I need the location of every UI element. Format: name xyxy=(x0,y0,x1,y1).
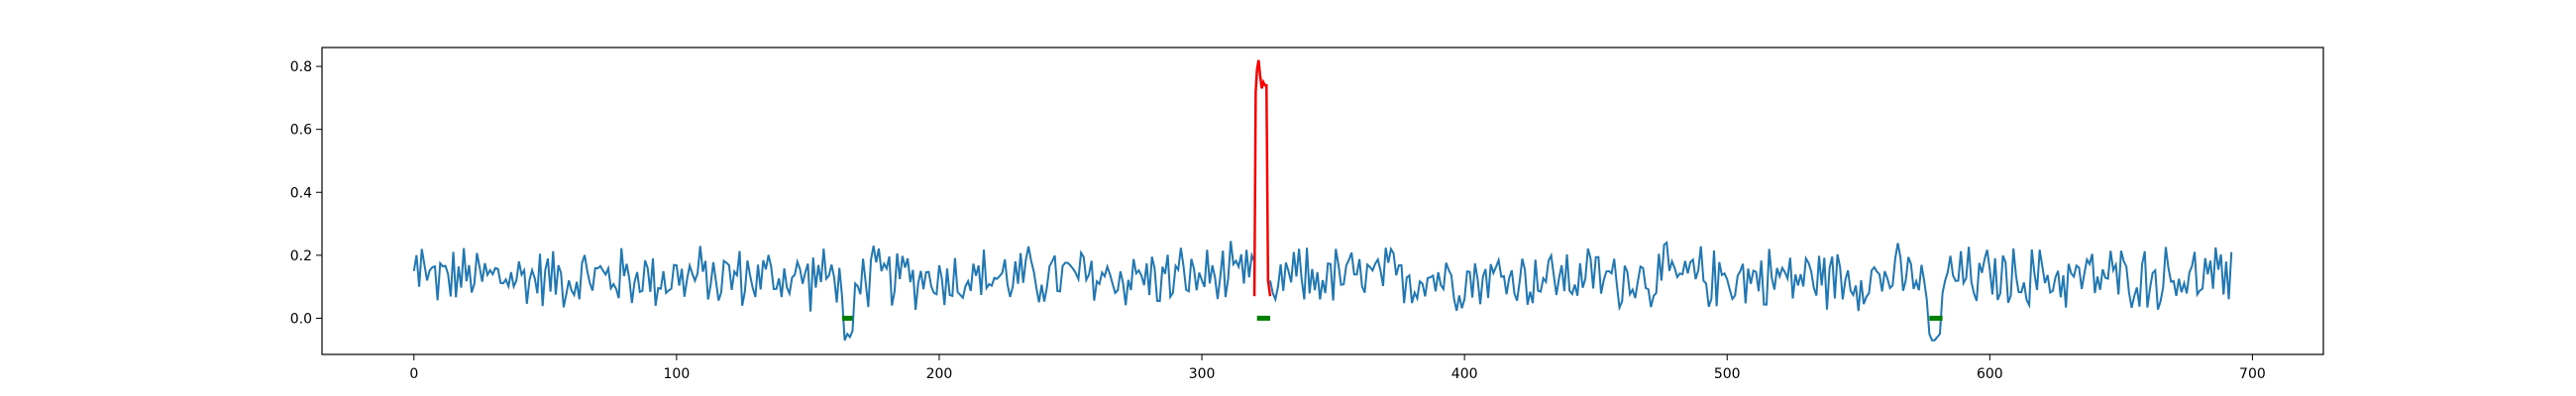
y-tick-label: 0.4 xyxy=(290,185,312,201)
x-axis: 0 100 200 300 400 500 600 700 xyxy=(409,354,2266,382)
series-red xyxy=(1252,59,1272,297)
x-tick-label: 0 xyxy=(409,366,418,382)
x-tick-label: 200 xyxy=(926,366,953,382)
x-tick-label: 300 xyxy=(1189,366,1216,382)
y-axis: 0.0 0.2 0.4 0.6 0.8 xyxy=(290,59,322,327)
series-blue xyxy=(412,241,2233,342)
y-tick-label: 0.8 xyxy=(290,59,312,75)
x-tick-label: 700 xyxy=(2239,366,2266,382)
x-tick-label: 400 xyxy=(1451,366,1478,382)
series-line-blue xyxy=(412,241,2233,342)
plot-frame xyxy=(321,47,2324,355)
y-tick-label: 0.6 xyxy=(290,123,312,139)
x-tick-label: 100 xyxy=(664,366,691,382)
series-line-red xyxy=(1252,59,1272,297)
y-tick-label: 0.0 xyxy=(290,311,312,327)
x-tick-label: 500 xyxy=(1714,366,1741,382)
x-tick-label: 600 xyxy=(1977,366,2003,382)
y-tick-label: 0.2 xyxy=(290,248,312,264)
